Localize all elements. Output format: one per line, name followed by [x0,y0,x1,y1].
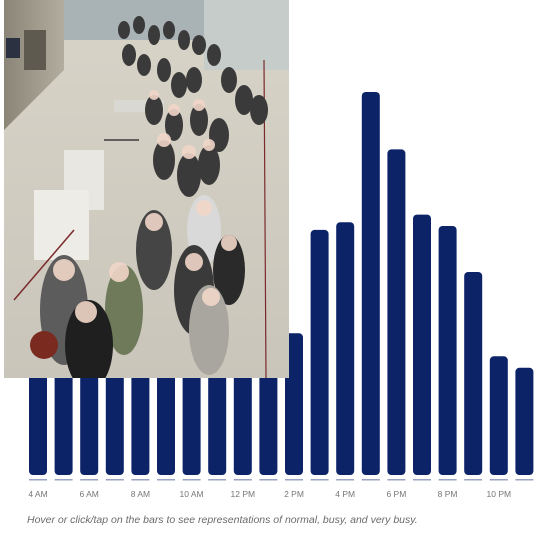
baseline-dash [489,479,508,481]
baseline-dash [157,479,175,481]
tick-label: 12 PM [231,489,256,499]
bar-5-am[interactable] [54,367,73,475]
bar-5-pm[interactable] [361,92,380,475]
baseline-dashes [29,479,534,481]
baseline-dash [259,479,278,481]
bar-12-pm[interactable] [233,363,252,475]
bar-4-pm[interactable] [336,222,355,475]
baseline-dash [464,479,483,481]
bar-11-am[interactable] [208,367,227,475]
baseline-dash [515,479,534,481]
bar-7-am[interactable] [105,371,124,475]
bar-7-pm[interactable] [413,214,431,475]
bar-6-am[interactable] [80,367,99,475]
bar-11-pm[interactable] [515,367,534,475]
baseline-dash [233,479,252,481]
baseline-dash [131,479,150,481]
bar-8-pm[interactable] [438,226,457,475]
baseline-dash [80,479,99,481]
baseline-dash [413,479,431,481]
tick-label: 8 AM [131,489,150,499]
tick-label: 10 AM [180,489,204,499]
bar-10-pm[interactable] [489,356,508,475]
baseline-dash [310,479,329,481]
tick-label: 2 PM [284,489,304,499]
crowd-photo-illustration [4,0,289,378]
baseline-dash [361,479,380,481]
baseline-dash [182,479,201,481]
tick-label: 10 PM [487,489,512,499]
baseline-dash [285,479,303,481]
bar-10-am[interactable] [182,371,201,475]
bar-9-pm[interactable] [464,272,483,475]
tick-label: 6 AM [80,489,99,499]
baseline-dash [29,479,47,481]
bars-group [29,92,534,475]
bar-3-pm[interactable] [310,229,329,475]
bar-4-am[interactable] [29,360,47,475]
bar-1-pm[interactable] [259,356,278,475]
baseline-dash [208,479,227,481]
tick-label: 6 PM [386,489,406,499]
baseline-dash [387,479,406,481]
crowd-photo [4,0,289,378]
baseline-dash [105,479,124,481]
baseline-dash [336,479,355,481]
x-axis-tick-labels: 4 AM 6 AM 8 AM 10 AM 12 PM 2 PM 4 PM 6 PM 8 PM 10… [28,489,511,499]
bar-2-pm[interactable] [285,333,303,475]
bar-9-am[interactable] [157,371,175,475]
bar-6-pm[interactable] [387,149,406,475]
tick-label: 4 AM [28,489,47,499]
tick-label: 4 PM [335,489,355,499]
bar-8-am[interactable] [131,371,150,475]
baseline-dash [54,479,73,481]
chart-caption: Hover or click/tap on the bars to see re… [27,514,418,526]
baseline-dash [438,479,457,481]
tick-label: 8 PM [438,489,458,499]
